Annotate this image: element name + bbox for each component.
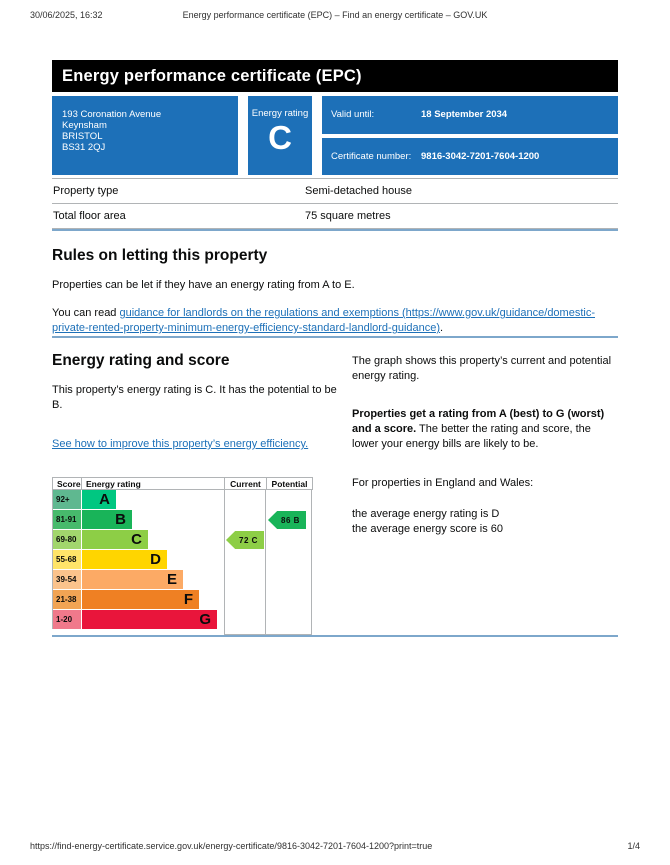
certificate-summary-box: 193 Coronation Avenue Keynsham BRISTOL B… xyxy=(52,96,618,175)
rating-explanation-rest: The better the rating and score, the low… xyxy=(352,423,591,450)
rating-and-score-section: Energy rating and score This property’s … xyxy=(52,352,618,635)
print-datetime: 30/06/2025, 16:32 xyxy=(30,10,103,20)
property-type-value: Semi-detached house xyxy=(305,185,413,197)
section-divider xyxy=(52,336,618,338)
property-type-label: Property type xyxy=(53,185,119,197)
chart-left-border xyxy=(52,490,53,629)
rating-band-c: C xyxy=(82,530,148,549)
score-range-c: 69-80 xyxy=(53,530,81,549)
chart-header-energy-rating: Energy rating xyxy=(81,477,224,490)
rating-band-f: F xyxy=(82,590,199,609)
chart-header-potential: Potential xyxy=(266,477,313,490)
average-rating-line: the average energy rating is D xyxy=(352,508,500,520)
rating-band-e: E xyxy=(82,570,183,589)
certificate-number-label: Certificate number: xyxy=(331,150,412,162)
rating-band-b: B xyxy=(82,510,132,529)
certificate-number-row: Certificate number: 9816-3042-7201-7604-… xyxy=(322,137,618,175)
energy-rating-label: Energy rating xyxy=(251,108,309,119)
rating-band-d: D xyxy=(82,550,167,569)
graph-description-paragraph: The graph shows this property’s current … xyxy=(352,355,612,382)
section-divider xyxy=(52,635,618,637)
england-wales-paragraph: For properties in England and Wales: xyxy=(352,477,534,489)
certificate-content: Energy performance certificate (EPC) 193… xyxy=(52,60,618,637)
current-column xyxy=(224,490,266,635)
score-range-e: 39-54 xyxy=(53,570,81,589)
guidance-text-prefix: You can read xyxy=(52,307,120,319)
improve-paragraph: See how to improve this property’s energ… xyxy=(52,437,337,452)
property-summary-table: Property type Semi-detached house Total … xyxy=(52,178,618,229)
print-footer: https://find-energy-certificate.service.… xyxy=(30,841,640,851)
epc-rating-chart: Score Energy rating Current Potential 92+ A 81… xyxy=(52,477,313,635)
print-footer-url: https://find-energy-certificate.service.… xyxy=(30,841,433,851)
rating-band-a: A xyxy=(82,490,116,509)
rating-summary-paragraph: This property’s energy rating is C. It h… xyxy=(52,384,337,411)
certificate-number-value: 9816-3042-7201-7604-1200 xyxy=(421,150,540,162)
score-range-b: 81-91 xyxy=(53,510,81,529)
guidance-paragraph: You can read guidance for landlords on t… xyxy=(52,306,618,336)
address-line-4: BS31 2QJ xyxy=(62,142,106,153)
rating-score-right-column: The graph shows this property’s current … xyxy=(352,352,618,635)
table-row-property-type: Property type Semi-detached house xyxy=(52,179,618,204)
rules-paragraph: Properties can be let if they have an en… xyxy=(52,279,355,291)
guidance-text-suffix: . xyxy=(440,322,444,334)
property-address: 193 Coronation Avenue Keynsham BRISTOL B… xyxy=(52,96,238,175)
score-range-a: 92+ xyxy=(53,490,81,509)
score-range-g: 1-20 xyxy=(53,610,81,629)
valid-until-row: Valid until: 18 September 2034 xyxy=(322,96,618,134)
rating-explanation-bold: Properties get a rating from A (best) to… xyxy=(352,408,605,435)
rating-explanation-paragraph: Properties get a rating from A (best) to… xyxy=(352,407,618,452)
score-range-d: 55-68 xyxy=(53,550,81,569)
print-page-number: 1/4 xyxy=(627,841,640,851)
address-line-1: 193 Coronation Avenue xyxy=(62,109,162,120)
rating-section-heading: Energy rating and score xyxy=(52,352,230,369)
score-range-f: 21-38 xyxy=(53,590,81,609)
chart-header-score: Score xyxy=(52,477,81,490)
certificate-details-panel: Valid until: 18 September 2034 Certifica… xyxy=(322,96,618,175)
address-line-2: Keynsham xyxy=(62,120,107,131)
print-header: 30/06/2025, 16:32 Energy performance cer… xyxy=(30,10,640,20)
valid-until-label: Valid until: xyxy=(331,109,375,121)
rating-score-left-column: Energy rating and score This property’s … xyxy=(52,352,337,635)
valid-until-value: 18 September 2034 xyxy=(421,109,508,121)
landlord-guidance-link[interactable]: guidance for landlords on the regulation… xyxy=(52,307,595,334)
rating-band-g: G xyxy=(82,610,217,629)
energy-rating-panel: Energy rating C xyxy=(248,96,312,175)
potential-rating-arrow: 86 B xyxy=(268,511,306,529)
table-row-floor-area: Total floor area 75 square metres xyxy=(52,204,618,229)
averages-paragraph: the average energy rating is D the averag… xyxy=(352,507,618,537)
address-line-3: BRISTOL xyxy=(62,131,103,142)
current-rating-arrow: 72 C xyxy=(226,531,264,549)
chart-header-current: Current xyxy=(224,477,266,490)
improve-efficiency-link[interactable]: See how to improve this property’s energ… xyxy=(52,438,309,450)
energy-rating-letter: C xyxy=(268,119,292,156)
rules-section-heading: Rules on letting this property xyxy=(52,247,268,264)
epc-banner-title: Energy performance certificate (EPC) xyxy=(62,66,362,85)
epc-banner: Energy performance certificate (EPC) xyxy=(52,60,618,92)
section-divider xyxy=(52,229,618,231)
print-page-title: Energy performance certificate (EPC) – F… xyxy=(182,10,488,20)
average-score-line: the average energy score is 60 xyxy=(352,523,504,535)
floor-area-label: Total floor area xyxy=(53,210,126,222)
floor-area-value: 75 square metres xyxy=(305,210,391,222)
potential-column xyxy=(266,490,312,635)
